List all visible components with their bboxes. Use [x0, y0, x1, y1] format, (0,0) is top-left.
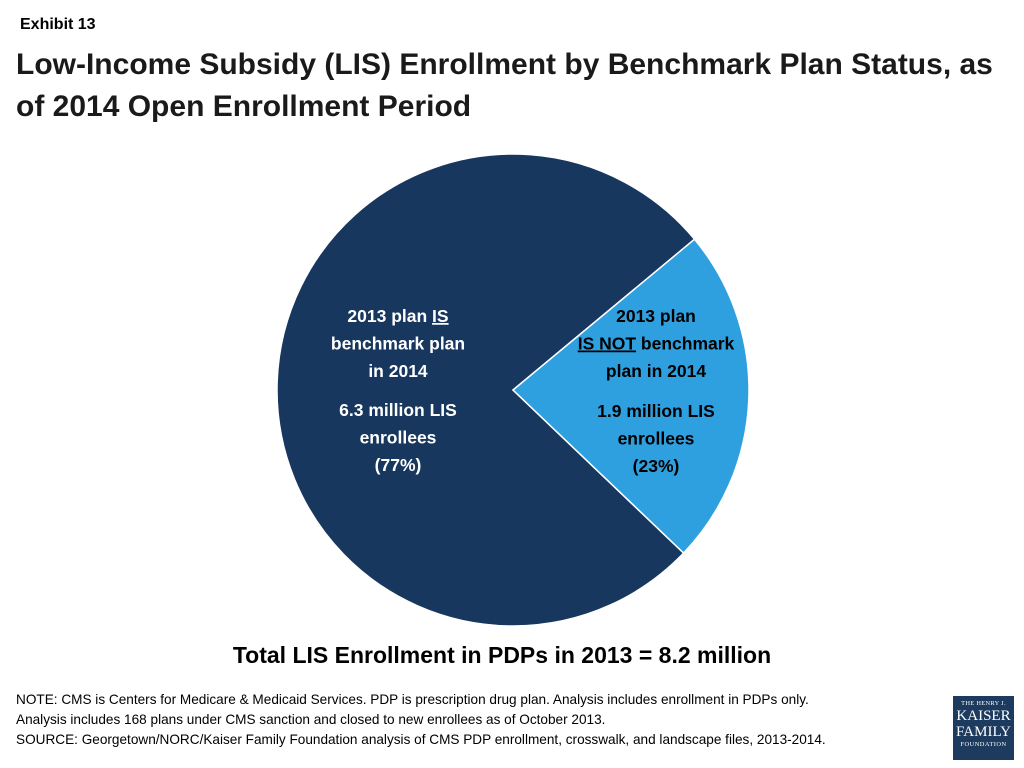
- kff-logo: THE HENRY J. KAISER FAMILY FOUNDATION: [953, 696, 1014, 760]
- footnotes: NOTE: CMS is Centers for Medicare & Medi…: [16, 690, 936, 750]
- total-enrollment-label: Total LIS Enrollment in PDPs in 2013 = 8…: [232, 642, 772, 668]
- slice-value-not-benchmark: 1.9 million LIS enrollees (23%): [597, 401, 715, 476]
- logo-line: FAMILY: [956, 724, 1011, 740]
- source-line: SOURCE: Georgetown/NORC/Kaiser Family Fo…: [16, 732, 826, 747]
- chart-title: Low-Income Subsidy (LIS) Enrollment by B…: [16, 48, 993, 123]
- logo-line: FOUNDATION: [960, 741, 1007, 748]
- exhibit-number: Exhibit 13: [20, 16, 96, 33]
- logo-line: THE HENRY J.: [961, 700, 1006, 707]
- pie-slice-is-benchmark: [276, 153, 696, 627]
- note-line: Analysis includes 168 plans under CMS sa…: [16, 712, 606, 727]
- slice-label-not-benchmark: 2013 plan IS NOT benchmark plan in 2014: [578, 306, 735, 381]
- pie-chart: 2013 plan IS benchmark plan in 2014 6.3 mil…: [276, 153, 750, 627]
- slice-label-is-benchmark: 2013 plan IS benchmark plan in 2014: [331, 306, 465, 381]
- note-line: NOTE: CMS is Centers for Medicare & Medi…: [16, 692, 809, 707]
- slice-value-is-benchmark: 6.3 million LIS enrollees (77%): [339, 400, 457, 475]
- logo-line: KAISER: [956, 708, 1011, 724]
- pie-slice-not-benchmark: [511, 238, 750, 555]
